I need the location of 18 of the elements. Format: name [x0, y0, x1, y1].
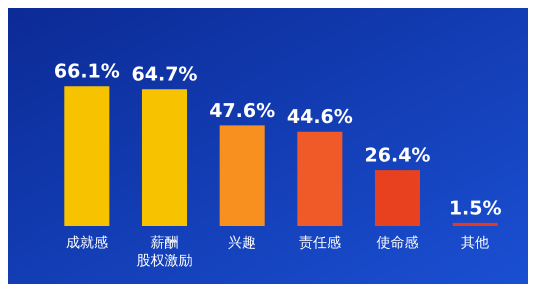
x-tick-label: 其他 [461, 235, 490, 251]
x-tick-label: 责任感 [298, 235, 341, 251]
data-label: 64.7% [132, 64, 198, 86]
bar [220, 125, 265, 226]
x-tick-label: 兴趣 [228, 235, 256, 251]
bar [142, 89, 188, 226]
bar [452, 222, 498, 226]
data-label: 26.4% [364, 144, 430, 167]
data-label: 47.6% [209, 100, 276, 122]
data-label: 66.1% [54, 60, 120, 83]
data-label: 44.6% [286, 106, 353, 128]
data-label: 1.5% [448, 197, 502, 220]
bar [374, 170, 420, 226]
x-tick-label: 薪酬股权激励 [136, 235, 192, 269]
x-tick-label: 成就感 [66, 235, 108, 251]
x-tick-label: 使命感 [376, 235, 418, 251]
bar [297, 132, 342, 226]
bar [64, 86, 110, 226]
